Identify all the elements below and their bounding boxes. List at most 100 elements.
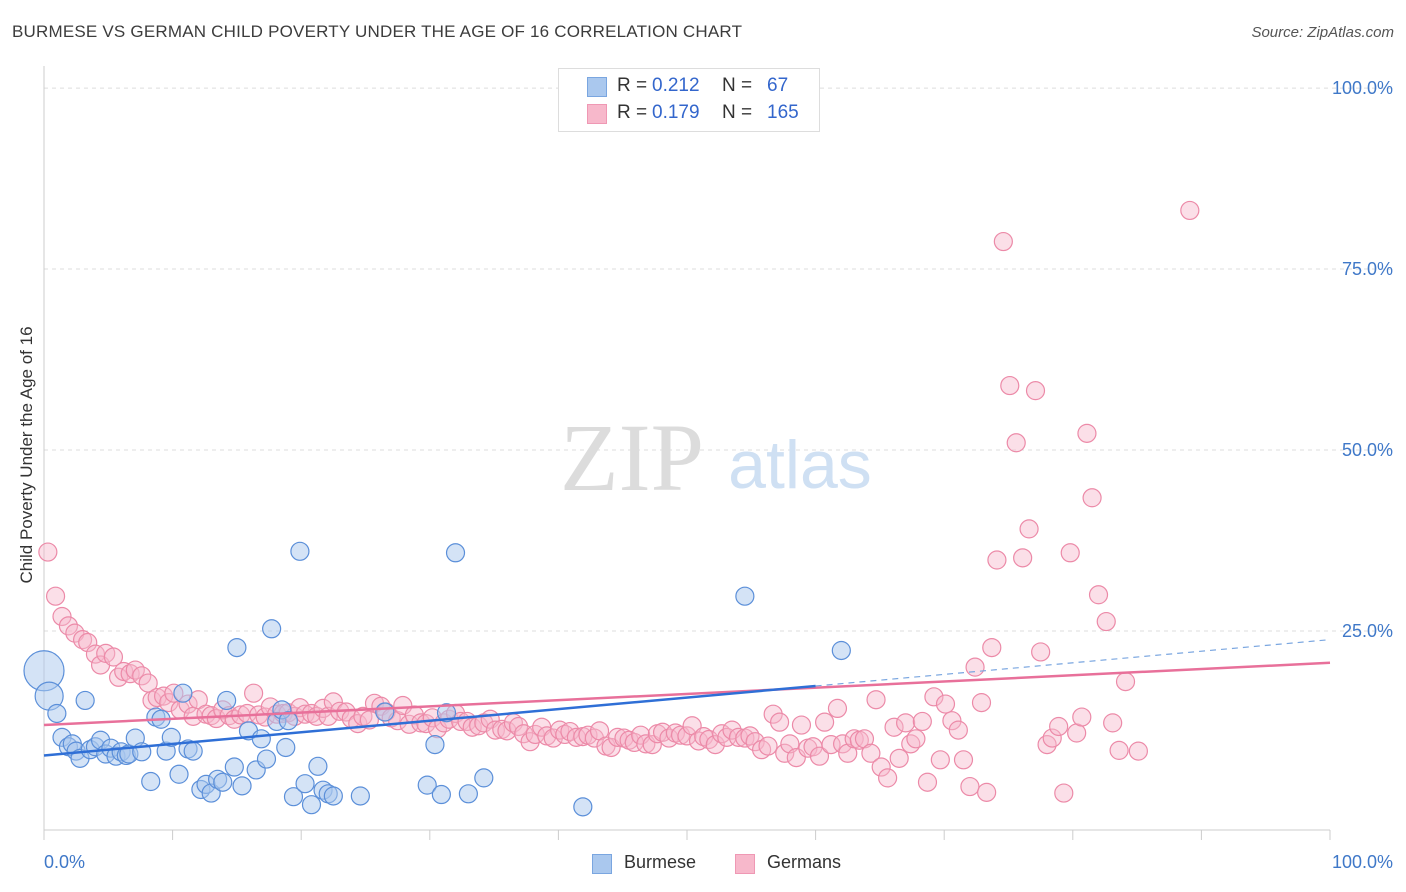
burmese-point [169,764,189,784]
german-point [993,231,1013,252]
german-point [1049,716,1069,737]
german-point [758,736,778,756]
german-point [769,712,790,732]
german-point [120,664,140,684]
german-point [78,632,98,653]
german-point [912,711,932,732]
german-point [815,712,835,732]
german-point [1037,734,1057,755]
german-point [930,750,950,770]
german-point [871,757,891,777]
y-tick-label: 50.0% [1342,440,1393,460]
burmese-point [431,784,451,805]
trend-lines [43,639,1331,757]
burmese-point [295,774,315,794]
burmese-point [436,703,457,723]
german-point [982,637,1002,658]
burmese-point [276,737,296,758]
burmese-point [224,757,244,777]
german-point [1006,433,1026,453]
legend-row-germans: R = 0.179 N = 165 [559,102,819,126]
german-point [977,782,997,802]
correlation-legend: R = 0.212 N = 67 R = 0.179 N = 165 [558,68,820,132]
burmese-point [47,703,67,724]
german-point [58,616,79,636]
legend-n-value: 67 [767,75,789,96]
german-point [52,606,72,627]
legend-row-burmese: R = 0.212 N = 67 [559,75,819,99]
y-tick-label: 25.0% [1342,621,1393,641]
german-point [1096,611,1116,632]
legend-r-value: 0.212 [652,75,700,96]
burmese-point [183,741,203,761]
watermark-zip: ZIP [560,404,704,511]
german-point [1088,585,1109,605]
legend-label-germans: Germans [767,852,842,872]
german-point [1000,375,1020,396]
german-point [45,586,66,606]
german-point [295,704,315,724]
burmese-point [251,729,271,749]
legend-swatch-burmese [587,77,607,97]
burmese-point [301,795,322,815]
german-point [896,713,916,733]
german-point [775,743,795,763]
y-tick-label: 100.0% [1332,78,1393,98]
german-point [763,704,783,724]
burmese-point [262,619,282,639]
german-point [960,776,980,797]
german-point [159,693,179,713]
burmese-point [573,797,593,817]
german-point [38,542,58,562]
german-point [1082,488,1102,508]
german-point [965,657,985,677]
burmese-point [458,784,478,804]
german-point [1109,740,1129,760]
burmese-point [161,727,181,747]
burmese-point [173,683,193,703]
german-point [884,717,904,737]
x-tick-label: 0.0% [44,852,85,872]
german-point [543,728,563,748]
legend-r-label: R = [617,75,648,96]
watermark-atlas: atlas [728,427,872,503]
burmese-trend-extension [815,639,1331,687]
legend-n-label: N = [722,102,753,123]
burmese-point [375,702,395,722]
german-point [108,667,129,687]
burmese-point [75,690,95,711]
legend-r-value: 0.179 [652,102,700,123]
german-trend-line [43,661,1331,727]
german-point [751,740,772,760]
german-point [132,666,152,686]
burmese-point [425,734,445,755]
german-point [1042,728,1062,748]
burmese-point [308,756,328,776]
burmese-point [283,787,304,807]
german-point [827,698,848,719]
y-tick-label: 75.0% [1342,259,1393,279]
german-point [948,720,968,740]
burmese-point [445,543,466,563]
german-point [1180,200,1200,221]
german-point [942,711,962,731]
burmese-point [227,637,247,658]
german-point [1013,548,1033,568]
german-point [906,729,926,749]
burmese-point [217,690,237,711]
legend-n-value: 165 [767,102,799,123]
german-point [917,772,938,792]
german-point [462,717,482,737]
source-label: Source: ZipAtlas.com [1251,24,1394,41]
german-point [889,748,909,768]
legend-n-label: N = [722,75,753,96]
german-point [1115,672,1136,692]
grid-lines [44,87,1392,632]
german-point [1025,381,1046,401]
german-point [244,683,264,703]
german-point [809,746,830,766]
burmese-trend-line [43,684,816,757]
german-point [1054,783,1074,803]
german-point [1019,519,1039,539]
